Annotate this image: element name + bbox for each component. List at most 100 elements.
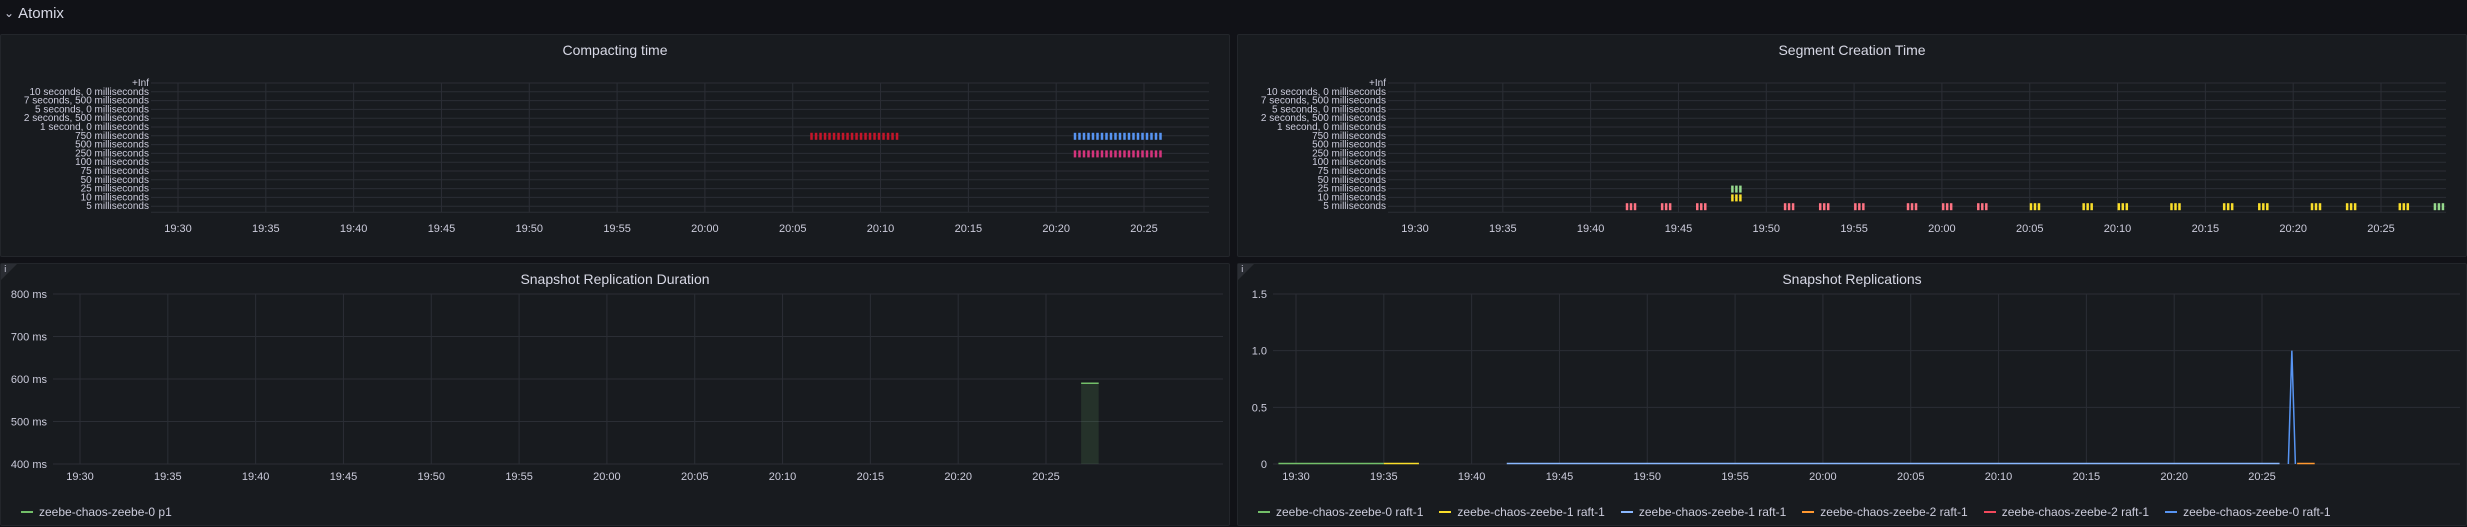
y-tick-label: 500 milliseconds: [1312, 140, 1386, 151]
x-tick-label: 20:20: [1042, 223, 1070, 235]
y-tick-label: 0: [1261, 459, 1267, 471]
y-tick-label: 100 milliseconds: [1312, 157, 1386, 168]
heat-cell: [1073, 132, 1077, 140]
heat-cell: [2090, 203, 2093, 211]
y-tick-label: 500 milliseconds: [75, 140, 149, 151]
heat-cell: [1100, 150, 1104, 158]
series-area: [1081, 383, 1099, 464]
legend-item[interactable]: zeebe-chaos-zeebe-0 raft-1: [2165, 505, 2331, 519]
heat-cell: [2086, 203, 2089, 211]
y-tick-label: 10 seconds, 0 milliseconds: [1266, 87, 1386, 98]
heat-cell: [1114, 132, 1117, 140]
x-tick-label: 19:45: [330, 471, 358, 483]
x-tick-label: 20:15: [955, 223, 983, 235]
heat-cell: [1854, 203, 1857, 211]
heat-cell: [1906, 203, 1910, 211]
panel-title: Snapshot Replications: [1782, 271, 1922, 287]
heat-cell: [846, 132, 849, 140]
heat-cell: [2398, 203, 2402, 211]
heat-cell: [1087, 132, 1090, 140]
heat-cell: [1862, 203, 1865, 211]
heat-cell: [1914, 203, 1918, 211]
heat-cell: [2353, 203, 2357, 211]
x-tick-label: 20:20: [2279, 223, 2307, 235]
heat-cell: [1660, 203, 1664, 211]
y-tick-label: 400 ms: [11, 459, 48, 471]
heat-cell: [1739, 185, 1742, 193]
panel-snapshot-replications[interactable]: i Snapshot Replications 0 0.5 1.0 1.5 19:30…: [1237, 263, 2467, 526]
heat-cell: [1735, 185, 1738, 193]
heat-cell: [1731, 185, 1734, 193]
heat-cell: [1109, 132, 1113, 140]
legend: zeebe-chaos-zeebe-0 p1: [21, 505, 172, 519]
y-tick-label: 50 milliseconds: [81, 175, 149, 186]
heat-cell: [1123, 150, 1126, 158]
heat-cell: [1127, 150, 1131, 158]
y-tick-label: 10 milliseconds: [1318, 192, 1386, 203]
heat-cell: [1735, 194, 1738, 202]
panel-snapshot-replication-duration[interactable]: i Snapshot Replication Duration 400 ms 50…: [0, 263, 1230, 526]
legend-item[interactable]: zeebe-chaos-zeebe-0 raft-1: [1258, 505, 1423, 519]
heat-cell: [1159, 150, 1162, 158]
y-tick-label: 1 second, 0 milliseconds: [40, 122, 149, 133]
heat-cell: [882, 132, 885, 140]
chevron-down-icon[interactable]: ⌄: [4, 6, 15, 20]
info-icon[interactable]: i: [4, 265, 7, 275]
heat-cell: [1633, 203, 1637, 211]
x-tick-label: 19:30: [1401, 223, 1429, 235]
heat-cell: [2230, 203, 2234, 211]
row-header-atomix[interactable]: ⌄ Atomix: [0, 0, 2467, 26]
legend-swatch: [2165, 511, 2178, 513]
x-tick-label: 19:35: [1370, 471, 1398, 483]
heat-cell: [1078, 132, 1081, 140]
heat-cell: [2033, 203, 2037, 211]
x-tick-label: 20:20: [944, 471, 972, 483]
y-tick-label: 75 milliseconds: [1318, 166, 1386, 177]
heat-cell: [1159, 132, 1162, 140]
heat-cell: [828, 132, 831, 140]
y-tick-label: 5 seconds, 0 milliseconds: [1272, 104, 1386, 115]
heat-cell: [814, 132, 818, 140]
heat-cell: [1123, 132, 1126, 140]
heat-cell: [2258, 203, 2261, 211]
heat-cell: [2117, 203, 2121, 211]
series-line: [2287, 350, 2297, 465]
x-tick-label: 19:45: [1665, 223, 1693, 235]
x-tick-label: 20:00: [691, 223, 719, 235]
x-tick-label: 19:55: [505, 471, 533, 483]
heat-cell: [1154, 132, 1158, 140]
y-tick-label: 2 seconds, 500 milliseconds: [24, 113, 149, 124]
y-tick-label: 250 milliseconds: [75, 148, 149, 159]
y-tick-label: 800 ms: [11, 289, 48, 301]
heat-cell: [823, 132, 827, 140]
grid: [1388, 82, 2446, 213]
heat-cell: [1985, 203, 1988, 211]
y-tick-label: 10 milliseconds: [81, 192, 149, 203]
panel-segment-creation-time[interactable]: Segment Creation Time +Inf 10 seconds, 0 …: [1237, 34, 2467, 257]
legend-label: zeebe-chaos-zeebe-2 raft-1: [2001, 505, 2150, 519]
legend-item[interactable]: zeebe-chaos-zeebe-1 raft-1: [1439, 505, 1605, 519]
x-tick-label: 19:30: [66, 471, 94, 483]
legend-item[interactable]: zeebe-chaos-zeebe-2 raft-1: [1983, 505, 2150, 519]
heat-cell: [1700, 203, 1703, 211]
heat-cell: [1625, 203, 1629, 211]
panel-compacting-time[interactable]: Compacting time +Inf 10 seconds, 0 millis…: [0, 34, 1230, 257]
y-tick-label: 500 ms: [11, 417, 48, 429]
heat-cell: [1114, 150, 1117, 158]
legend-item[interactable]: zeebe-chaos-zeebe-2 raft-1: [1802, 505, 1968, 519]
heat-cell: [2318, 203, 2322, 211]
heat-cell: [2314, 203, 2318, 211]
legend-swatch: [1620, 511, 1633, 513]
x-tick-label: 20:05: [1897, 471, 1925, 483]
heat-cell: [1096, 150, 1099, 158]
y-tick-label: 100 milliseconds: [75, 157, 149, 168]
info-icon[interactable]: i: [1241, 265, 1244, 275]
heat-cell: [2345, 203, 2349, 211]
heat-cell: [1783, 203, 1787, 211]
heat-cell: [1941, 203, 1945, 211]
legend-item[interactable]: zeebe-chaos-zeebe-0 p1: [21, 505, 172, 519]
y-tick-label: 600 ms: [11, 374, 48, 386]
legend-item[interactable]: zeebe-chaos-zeebe-1 raft-1: [1620, 505, 1786, 519]
